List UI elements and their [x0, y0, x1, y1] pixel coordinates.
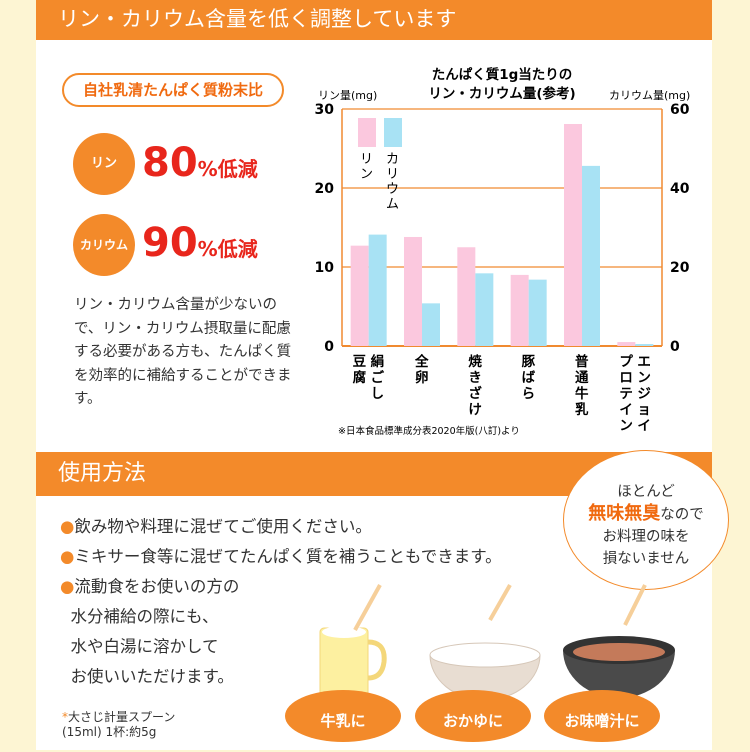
food-illustrations	[319, 584, 675, 709]
porridge-bowl-icon	[429, 642, 541, 701]
spoon-note: *大さじ計量スプーン (15ml) 1杯:約5g	[62, 710, 176, 739]
x-tick-label: 焼きざけ	[468, 353, 482, 418]
x-tick-label: 全卵	[414, 353, 429, 386]
comparison-label: 自社乳清たんぱく質粉末比	[62, 73, 284, 107]
legend-swatch	[358, 118, 376, 147]
potassium-badge: カリウム	[73, 214, 135, 276]
milk-mug-icon	[319, 626, 387, 709]
y-tick-left: 10	[315, 260, 335, 276]
chart-title: たんぱく質1g当たりの	[432, 66, 573, 83]
y-tick-right: 60	[670, 102, 690, 118]
bar-potassium	[368, 234, 387, 346]
bar-phosphorus	[350, 245, 369, 346]
chart-source: ※日本食品標準成分表2020年版(八訂)より	[338, 425, 520, 437]
legend-swatch	[384, 118, 402, 147]
miso-soup-bowl-icon	[563, 636, 675, 698]
legend-label: リン	[360, 152, 373, 182]
bar-phosphorus	[457, 247, 476, 346]
y-tick-right: 0	[670, 339, 680, 355]
y-axis-label-left: リン量(mg)	[318, 89, 377, 102]
y-tick-right: 40	[670, 181, 690, 197]
usage-bullet: ●流動食をお使いの方の 水分補給の際にも、 水や白湯に溶かして お使いいただけま…	[60, 577, 240, 686]
plate-label-porridge: おかゆに	[415, 690, 531, 742]
phosphorus-reduction: 80%低減	[142, 140, 258, 186]
bar-potassium	[475, 273, 494, 346]
x-tick-label: 絹ごし豆腐	[353, 353, 385, 402]
x-tick-label: 普通牛乳	[575, 353, 589, 418]
bar-chart: 0 10 20 30 0 20 40 60 リン量(mg) カリウム量(mg) たんぱく質1g当たり…	[315, 66, 691, 437]
plate-label-miso-soup: お味噌汁に	[544, 690, 660, 742]
y-axis-label-right: カリウム量(mg)	[609, 89, 690, 102]
bar-phosphorus	[510, 274, 529, 346]
bar-phosphorus	[404, 236, 422, 346]
speech-bubble: ほとんど 無味無臭なので お料理の味を 損ないません	[563, 450, 729, 590]
potassium-reduction: 90%低減	[142, 220, 258, 266]
x-tick-label: エンジョイプロテイン	[619, 354, 651, 434]
y-tick-left: 20	[315, 181, 335, 197]
usage-bullet: ●ミキサー食等に混ぜてたんぱく質を補うこともできます。	[60, 547, 502, 566]
x-tick-label: 豚ばら	[522, 354, 536, 402]
bar-potassium	[635, 344, 654, 346]
bar-phosphorus	[564, 124, 582, 346]
y-tick-left: 30	[315, 102, 335, 118]
bar-potassium	[582, 165, 600, 346]
description: リン・カリウム含量が少ないので、リン・カリウム摂取量に配慮する必要がある方も、た…	[74, 297, 292, 407]
bar-phosphorus	[617, 342, 636, 346]
bar-potassium	[422, 303, 440, 346]
plate-label-milk: 牛乳に	[285, 690, 401, 742]
chart-title: リン・カリウム量(参考)	[428, 85, 575, 102]
legend-label: カリウム	[386, 152, 399, 212]
section-header: リン・カリウム含量を低く調整しています	[36, 0, 712, 40]
phosphorus-badge: リン	[73, 133, 135, 195]
bar-potassium	[528, 279, 547, 346]
usage-bullet: ●飲み物や料理に混ぜてご使用ください。	[60, 517, 372, 536]
y-tick-left: 0	[324, 339, 334, 355]
y-tick-right: 20	[670, 260, 690, 276]
spoon-icon	[353, 584, 647, 631]
